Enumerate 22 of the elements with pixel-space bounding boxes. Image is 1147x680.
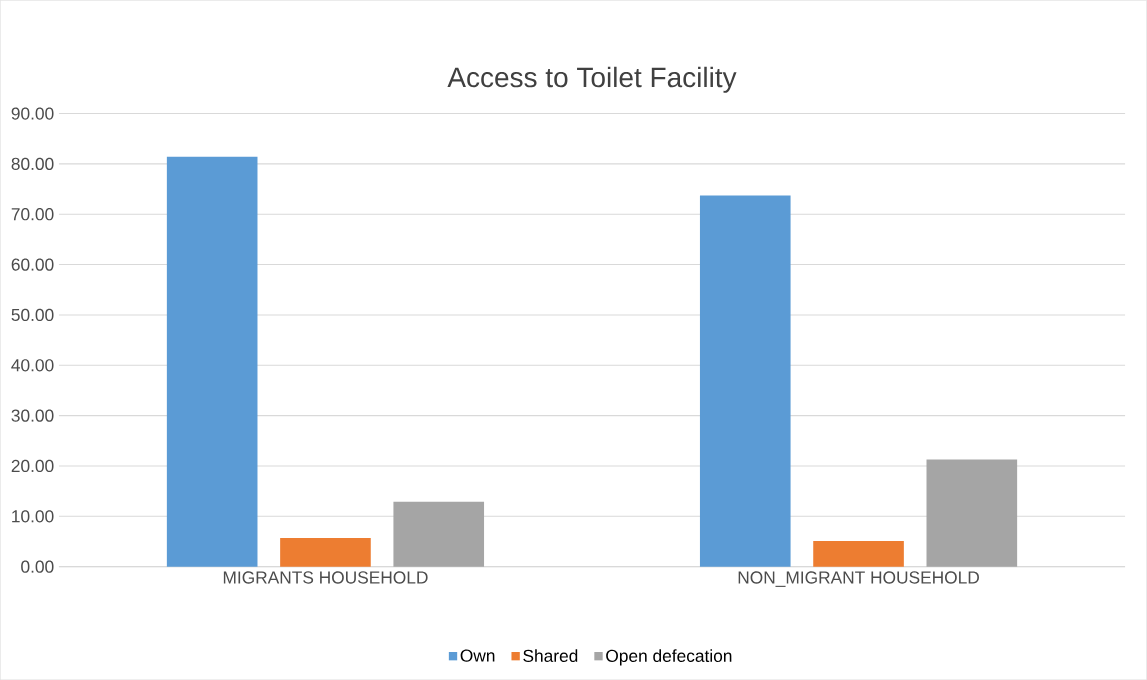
legend-label: Own: [460, 649, 495, 662]
y-tick-label: 70.00: [11, 208, 54, 221]
y-tick-label: 60.00: [11, 258, 54, 271]
legend-label: Open defecation: [606, 649, 732, 666]
y-tick-label: 0.00: [21, 560, 54, 573]
bar: [393, 501, 485, 567]
y-tick-label: 40.00: [11, 359, 54, 372]
chart-title: Access to Toilet Facility: [447, 66, 737, 93]
bar: [166, 156, 258, 567]
bar: [280, 537, 371, 567]
x-tick-label: MIGRANTS HOUSEHOLD: [223, 571, 428, 584]
y-tick-label: 80.00: [11, 157, 54, 170]
bar: [813, 540, 904, 567]
y-tick-label: 50.00: [11, 308, 54, 321]
legend-label: Shared: [523, 649, 578, 662]
y-tick-label: 10.00: [12, 510, 54, 523]
x-tick-label: NON_MIGRANT HOUSEHOLD: [738, 571, 979, 587]
bar: [699, 195, 791, 567]
y-tick-label: 20.00: [11, 459, 54, 472]
y-tick-label: 30.00: [11, 409, 54, 422]
bar: [926, 459, 1018, 567]
y-tick-label: 90.00: [11, 107, 54, 120]
